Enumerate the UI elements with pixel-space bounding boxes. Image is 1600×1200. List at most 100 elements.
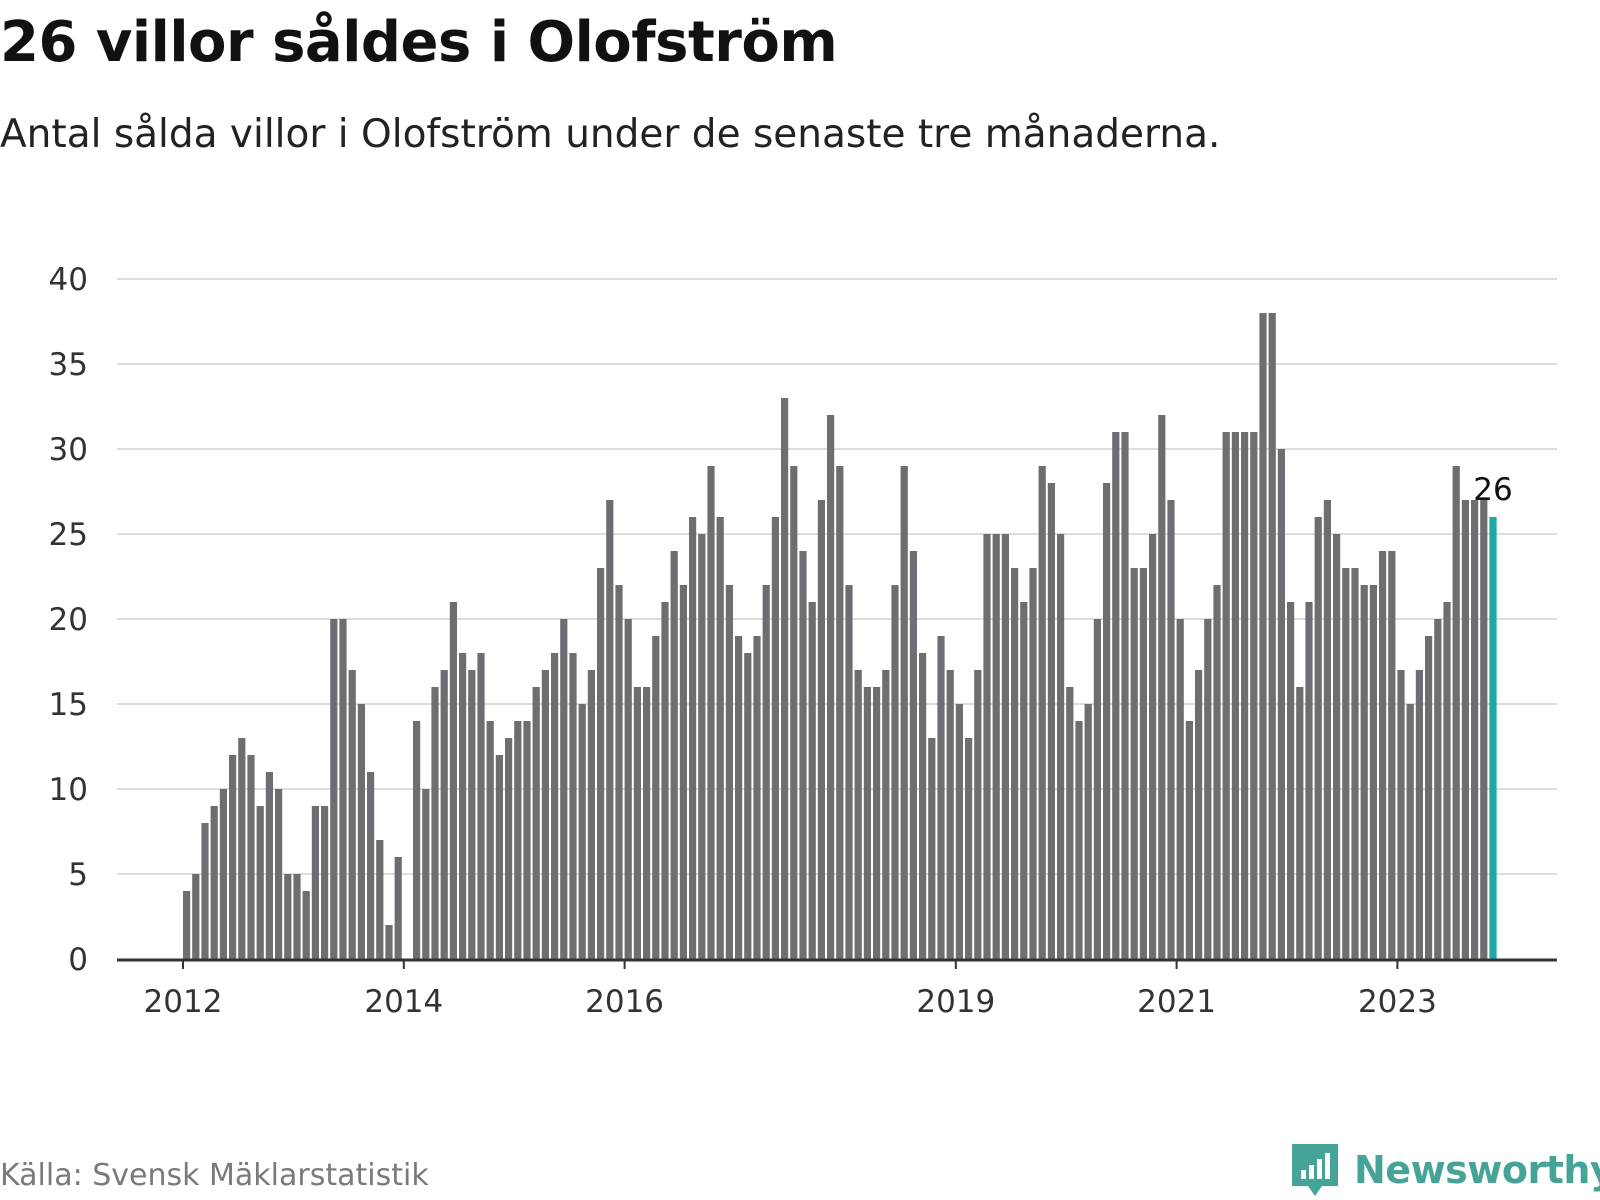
bar bbox=[385, 925, 393, 959]
bar bbox=[1112, 432, 1120, 959]
y-tick-label: 0 bbox=[68, 942, 88, 978]
bar bbox=[707, 466, 715, 959]
bar bbox=[863, 687, 871, 959]
bar bbox=[845, 585, 853, 959]
bar bbox=[431, 687, 439, 959]
bar bbox=[900, 466, 908, 959]
bar bbox=[1259, 313, 1267, 959]
bar bbox=[1360, 585, 1368, 959]
bar bbox=[955, 704, 963, 959]
source-note: Källa: Svensk Mäklarstatistik bbox=[0, 1158, 429, 1193]
bar bbox=[873, 687, 881, 959]
bar bbox=[771, 517, 779, 959]
bar bbox=[1047, 483, 1055, 959]
bar bbox=[1452, 466, 1460, 959]
bar bbox=[725, 585, 733, 959]
bar bbox=[523, 721, 531, 959]
x-tick-label: 2021 bbox=[1137, 984, 1216, 1020]
bar bbox=[1149, 534, 1157, 959]
bar bbox=[514, 721, 522, 959]
bar bbox=[1296, 687, 1304, 959]
bar bbox=[1314, 517, 1322, 959]
bar bbox=[321, 806, 329, 959]
bar bbox=[1323, 500, 1331, 959]
bar bbox=[689, 517, 697, 959]
bar bbox=[1158, 415, 1166, 959]
bar bbox=[1121, 432, 1129, 959]
bar bbox=[1204, 619, 1212, 959]
bar bbox=[744, 653, 752, 959]
x-tick-label: 2016 bbox=[585, 984, 664, 1020]
bar bbox=[210, 806, 218, 959]
bar bbox=[781, 398, 789, 959]
bar bbox=[1093, 619, 1101, 959]
bar bbox=[946, 670, 954, 959]
bar bbox=[615, 585, 623, 959]
bar bbox=[449, 602, 457, 959]
bar bbox=[440, 670, 448, 959]
bar bbox=[716, 517, 724, 959]
bar bbox=[1167, 500, 1175, 959]
bar bbox=[1195, 670, 1203, 959]
bar bbox=[532, 687, 540, 959]
bar bbox=[919, 653, 927, 959]
bar bbox=[1277, 449, 1285, 959]
bar bbox=[1139, 568, 1147, 959]
bar bbox=[183, 891, 191, 959]
bar bbox=[661, 602, 669, 959]
bar bbox=[1213, 585, 1221, 959]
bar bbox=[192, 874, 200, 959]
bar bbox=[1011, 568, 1019, 959]
bar bbox=[937, 636, 945, 959]
bar bbox=[541, 670, 549, 959]
bar bbox=[965, 738, 973, 959]
bar bbox=[827, 415, 835, 959]
bar bbox=[1241, 432, 1249, 959]
bar bbox=[1443, 602, 1451, 959]
bar bbox=[394, 857, 402, 959]
x-tick-label: 2019 bbox=[916, 984, 995, 1020]
bar bbox=[882, 670, 890, 959]
bar bbox=[330, 619, 338, 959]
bar bbox=[551, 653, 559, 959]
bar bbox=[587, 670, 595, 959]
bar bbox=[624, 619, 632, 959]
bar bbox=[1250, 432, 1258, 959]
bar bbox=[413, 721, 421, 959]
x-tick-label: 2014 bbox=[364, 984, 443, 1020]
chart-title: 26 villor såldes i Olofström bbox=[0, 10, 838, 75]
y-tick-label: 15 bbox=[49, 687, 88, 723]
bar bbox=[735, 636, 743, 959]
bar bbox=[762, 585, 770, 959]
bar bbox=[560, 619, 568, 959]
bar bbox=[753, 636, 761, 959]
bar-chart-icon bbox=[1292, 1144, 1338, 1196]
bar bbox=[367, 772, 375, 959]
bar bbox=[1434, 619, 1442, 959]
bar bbox=[201, 823, 209, 959]
brand-logo: Newsworthy bbox=[1290, 1142, 1600, 1198]
y-tick-label: 35 bbox=[49, 347, 88, 383]
bar bbox=[495, 755, 503, 959]
y-tick-label: 10 bbox=[49, 772, 88, 808]
chart-subtitle: Antal sålda villor i Olofström under de … bbox=[0, 112, 1221, 157]
bar bbox=[229, 755, 237, 959]
annotations: 26 bbox=[1473, 472, 1512, 508]
bar bbox=[1001, 534, 1009, 959]
bar bbox=[1057, 534, 1065, 959]
bar bbox=[1369, 585, 1377, 959]
bar bbox=[1415, 670, 1423, 959]
bar bbox=[1268, 313, 1276, 959]
bar bbox=[1176, 619, 1184, 959]
bar bbox=[808, 602, 816, 959]
bar bbox=[486, 721, 494, 959]
y-tick-label: 30 bbox=[49, 432, 88, 468]
bar bbox=[854, 670, 862, 959]
x-axis: 2012 2014 2016 2019 2021 2023 bbox=[117, 958, 1557, 1020]
bar-chart: 0 5 10 15 20 25 30 35 40 2012 2014 2016 2019 2021 202… bbox=[49, 262, 1557, 1020]
bar bbox=[633, 687, 641, 959]
bar bbox=[790, 466, 798, 959]
bar bbox=[376, 840, 384, 959]
bar bbox=[983, 534, 991, 959]
bar bbox=[357, 704, 365, 959]
